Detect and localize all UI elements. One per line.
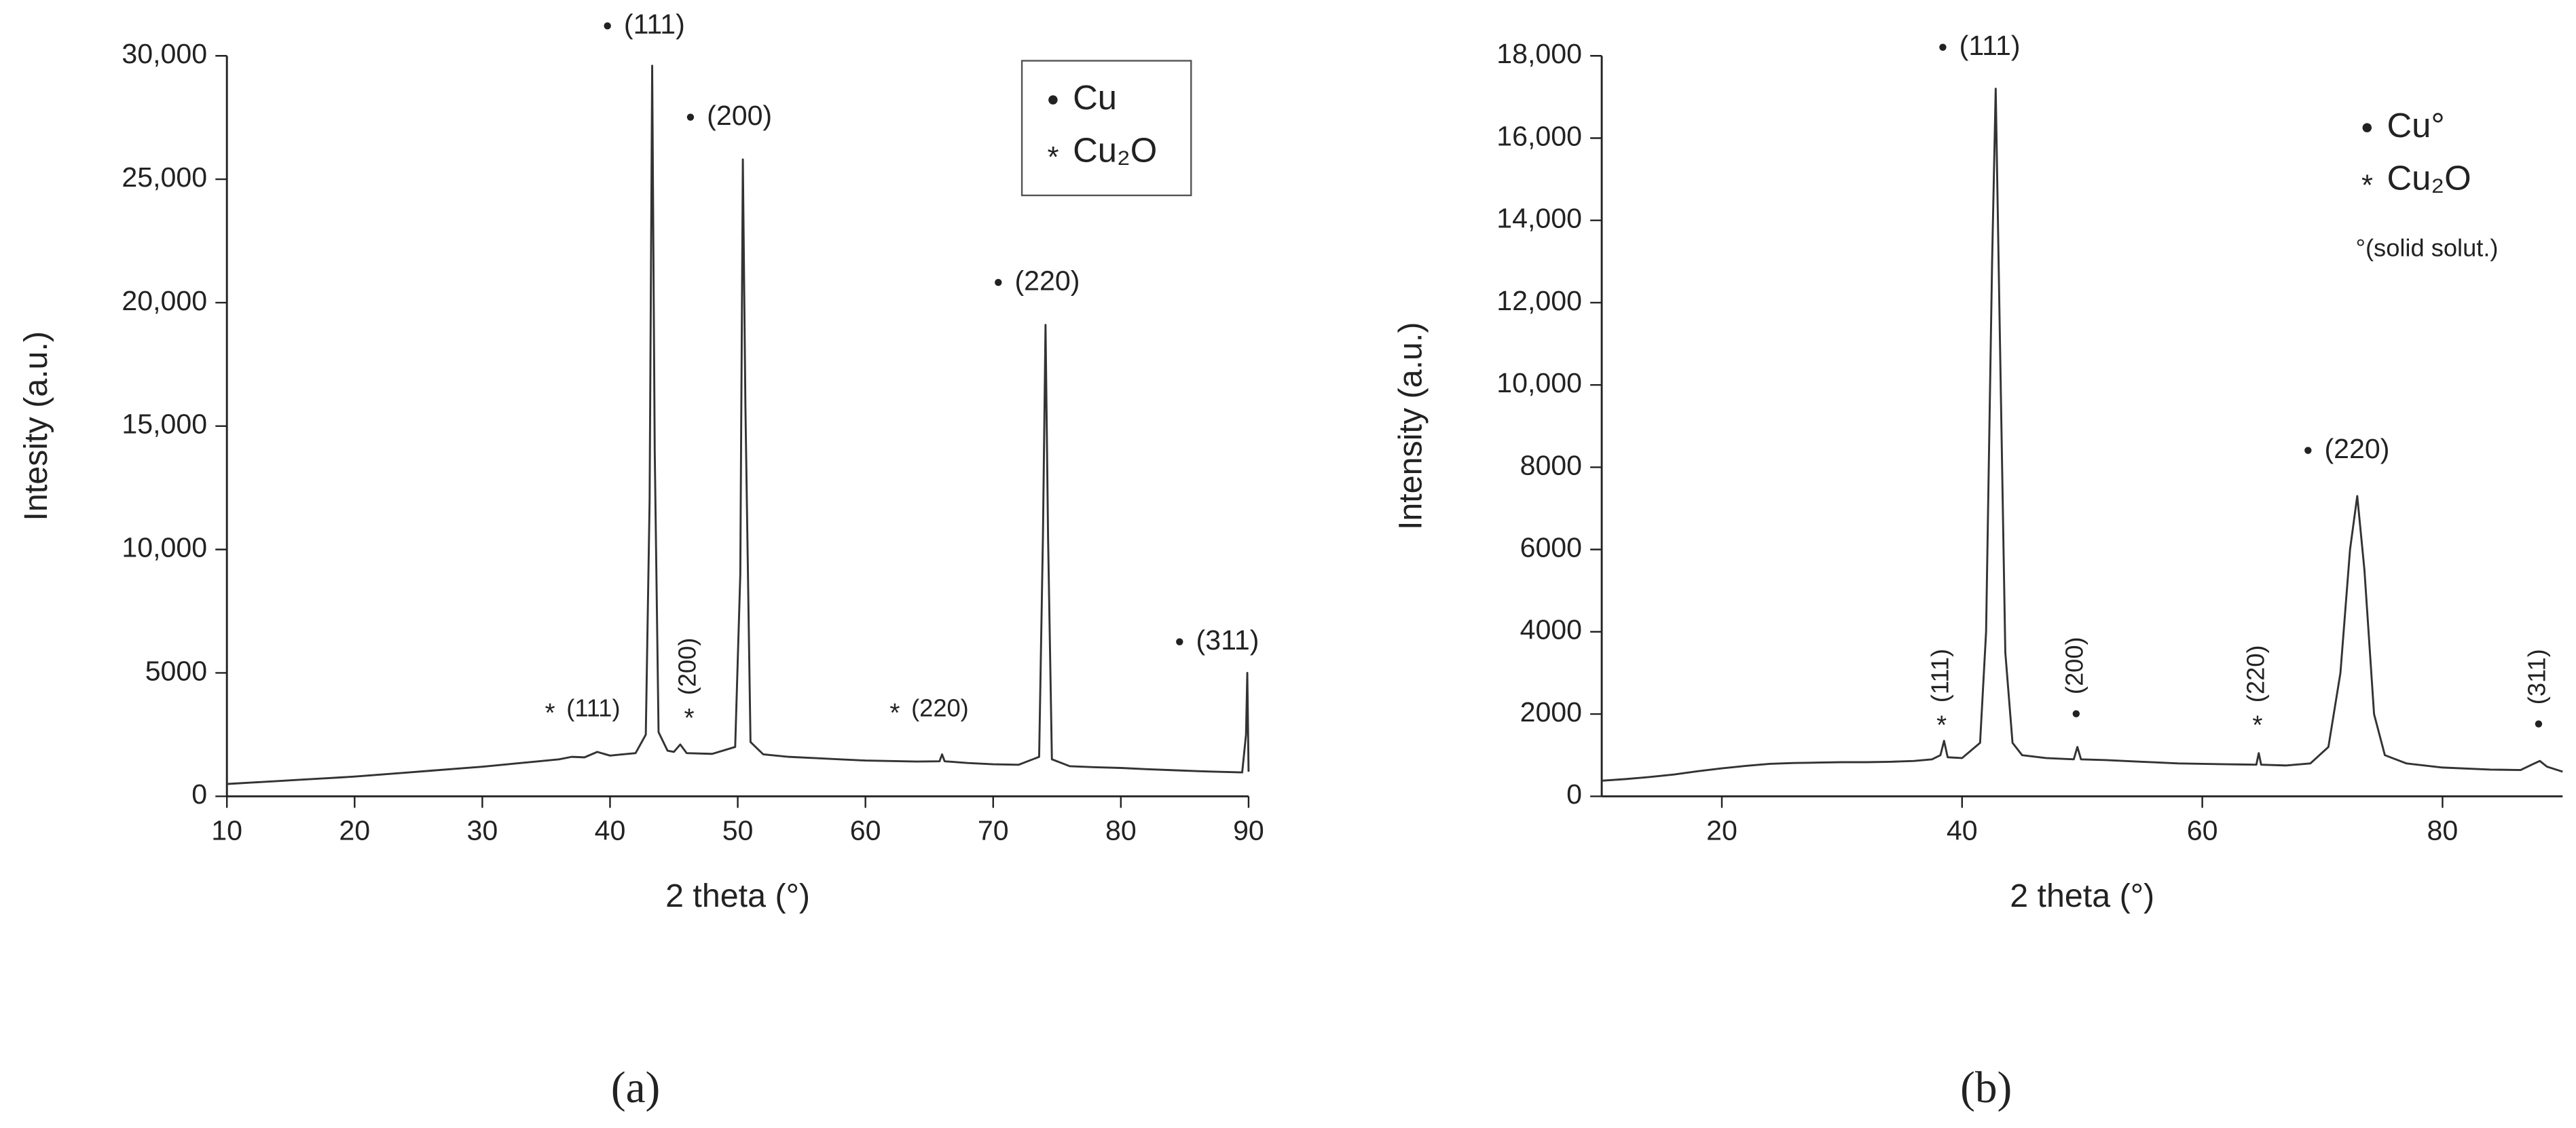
- y-tick-label: 5000: [145, 655, 207, 686]
- y-tick-label: 16,000: [1496, 120, 1582, 151]
- annotation-label: (220): [2242, 645, 2270, 703]
- y-tick-label: 18,000: [1496, 38, 1582, 69]
- annotation-marker: *: [889, 699, 900, 728]
- y-tick-label: 6000: [1520, 531, 1582, 563]
- annotation-marker: ●: [2534, 715, 2544, 733]
- annotation-marker: ●: [2072, 704, 2082, 722]
- legend-label: Cu₂O: [2387, 159, 2471, 198]
- annotation-label: (200): [674, 638, 701, 696]
- annotation-marker: *: [684, 704, 695, 733]
- legend-label: Cu₂O: [1073, 130, 1157, 169]
- annotation-label: (200): [2060, 637, 2088, 694]
- annotation-label: (111): [624, 8, 685, 39]
- annotation-marker: *: [545, 699, 555, 728]
- panel: 0 5000 10,000 15,000 20,000 25,000 30,000 10 20 3…: [18, 8, 1264, 1112]
- legend-label: Cu: [1073, 78, 1117, 117]
- annotation-label: (111): [1959, 30, 2021, 61]
- x-tick-label: 90: [1233, 814, 1264, 846]
- annotation-marker: ●: [686, 108, 696, 126]
- annotation-marker: *: [1936, 711, 1947, 740]
- x-tick-label: 80: [1105, 814, 1137, 846]
- x-tick-label: 20: [339, 814, 370, 846]
- y-tick-label: 10,000: [122, 531, 207, 563]
- panel-caption: (a): [611, 1064, 660, 1112]
- y-tick-label: 14,000: [1496, 203, 1582, 234]
- legend-marker: *: [1048, 141, 1059, 174]
- x-tick-label: 60: [2187, 814, 2218, 846]
- x-tick-label: 10: [211, 814, 242, 846]
- legend-marker: ●: [1047, 87, 1060, 111]
- annotation-marker: ●: [1175, 632, 1185, 650]
- legend-marker: *: [2361, 169, 2373, 202]
- y-tick-label: 0: [1566, 778, 1582, 810]
- x-tick-label: 30: [467, 814, 498, 846]
- x-tick-label: 20: [1706, 814, 1737, 846]
- annotation-label: (220): [2324, 433, 2389, 464]
- panel-caption: (b): [1960, 1064, 2012, 1112]
- x-tick-label: 80: [2427, 814, 2459, 846]
- data-line: [1601, 88, 2563, 782]
- x-axis-title: 2 theta (°): [665, 878, 810, 914]
- y-tick-label: 4000: [1520, 614, 1582, 645]
- annotation-label: (311): [2523, 649, 2551, 704]
- x-tick-label: 50: [722, 814, 754, 846]
- annotation-marker: ●: [1938, 38, 1948, 56]
- annotation-label: (111): [566, 694, 620, 722]
- y-tick-label: 15,000: [122, 409, 207, 440]
- y-axis-title: Intensity (a.u.): [1393, 322, 1429, 531]
- annotation-marker: ●: [993, 273, 1004, 291]
- annotation-label: (311): [1196, 624, 1259, 656]
- data-line: [227, 64, 1250, 785]
- annotation-marker: ●: [602, 16, 612, 35]
- y-tick-label: 25,000: [122, 162, 207, 193]
- y-tick-label: 2000: [1520, 696, 1582, 728]
- legend-note: °(solid solut.): [2355, 233, 2498, 261]
- y-tick-label: 10,000: [1496, 367, 1582, 398]
- legend-label: Cu°: [2387, 106, 2444, 145]
- x-axis-title: 2 theta (°): [2010, 878, 2154, 914]
- annotation-label: (220): [911, 694, 969, 722]
- annotation-label: (111): [1926, 649, 1953, 702]
- legend-frame: [1020, 60, 1192, 197]
- y-tick-label: 0: [191, 778, 207, 810]
- panel: 0 2000 4000 6000 8000 10,000 12,000 14,000 16,00…: [1393, 30, 2563, 1112]
- x-tick-label: 70: [978, 814, 1009, 846]
- y-tick-label: 30,000: [122, 38, 207, 69]
- x-tick-label: 60: [850, 814, 881, 846]
- y-tick-label: 20,000: [122, 285, 207, 316]
- annotation-label: (200): [707, 100, 772, 131]
- annotation-label: (220): [1014, 265, 1080, 297]
- y-tick-label: 12,000: [1496, 285, 1582, 316]
- legend-marker: ●: [2361, 115, 2374, 138]
- annotation-marker: *: [2252, 711, 2262, 740]
- x-tick-label: 40: [595, 814, 626, 846]
- annotation-marker: ●: [2303, 441, 2313, 459]
- y-axis-title: Intesity (a.u.): [18, 331, 54, 521]
- x-tick-label: 40: [1947, 814, 1978, 846]
- y-tick-label: 8000: [1520, 449, 1582, 481]
